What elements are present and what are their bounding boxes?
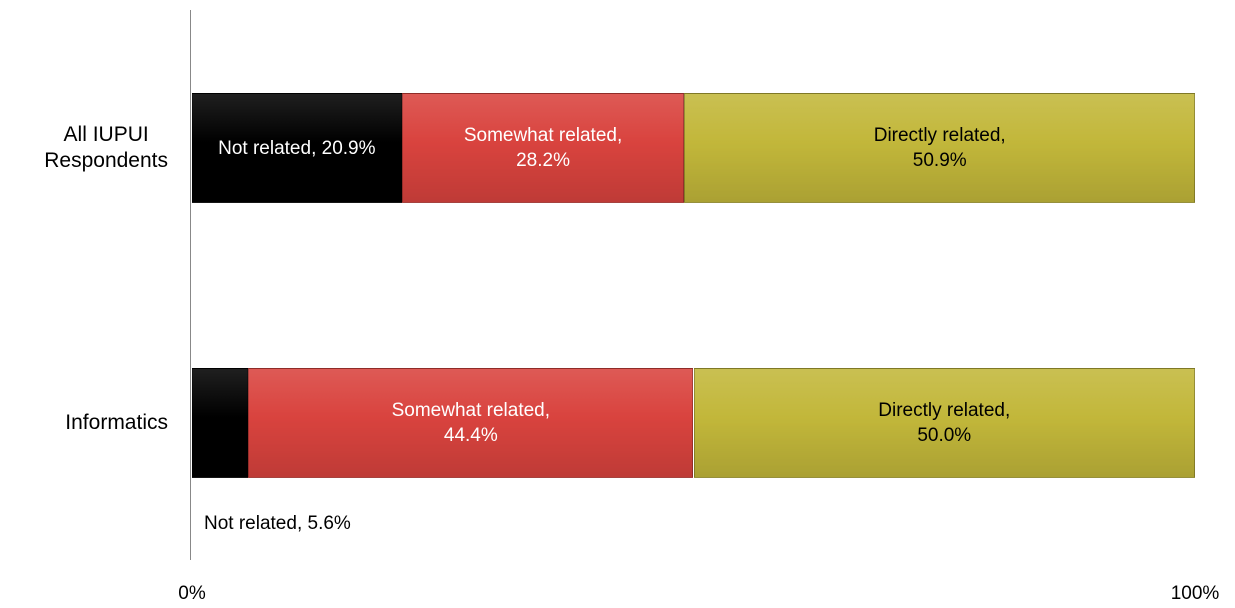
- category-label: Informatics: [65, 411, 168, 434]
- data-label: Not related, 5.6%: [204, 512, 351, 534]
- bar-segment: [401, 93, 685, 203]
- bar-segment: [248, 368, 694, 478]
- x-tick-label: 0%: [178, 583, 206, 604]
- bar-segment: [192, 368, 249, 478]
- x-tick-label: 100%: [1170, 583, 1220, 604]
- category-label: All IUPUI Respondents: [44, 123, 168, 172]
- data-label: Directly related, 50.0%: [878, 400, 1011, 446]
- bar-segment: [693, 368, 1195, 478]
- y-axis-line: [190, 10, 191, 560]
- bar-segment: [192, 93, 402, 203]
- data-label: Somewhat related, 28.2%: [463, 125, 623, 171]
- data-label: Somewhat related, 44.4%: [391, 400, 551, 446]
- data-label: Not related, 20.9%: [218, 137, 376, 159]
- bar-segment: [684, 93, 1195, 203]
- data-label: Directly related, 50.9%: [873, 125, 1006, 171]
